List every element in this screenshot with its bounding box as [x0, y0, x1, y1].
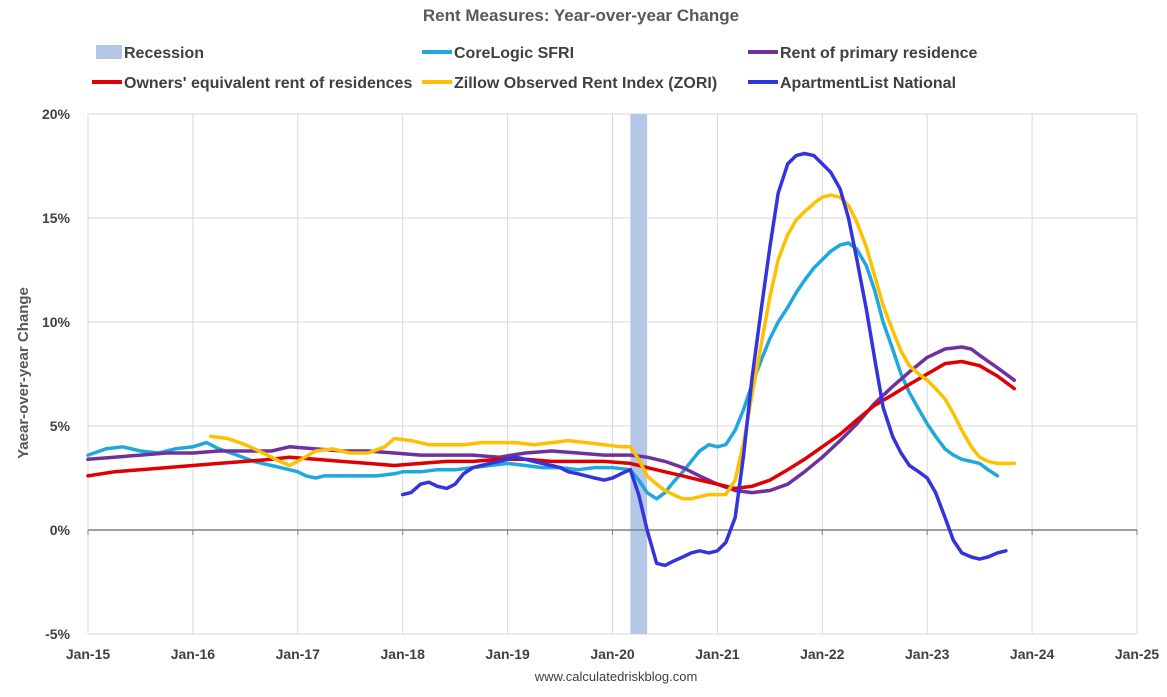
y-tick-label: 15%: [42, 210, 71, 226]
legend-item-corelogic-sfri: CoreLogic SFRI: [422, 45, 574, 62]
axes: [87, 529, 1138, 535]
y-tick-label: 20%: [42, 106, 71, 122]
y-tick-label: 0%: [50, 522, 71, 538]
legend-label: Zillow Observed Rent Index (ZORI): [454, 75, 717, 92]
x-tick-label: Jan-19: [485, 646, 530, 662]
legend-label: Recession: [124, 45, 204, 62]
y-tick-label: 10%: [42, 314, 71, 330]
x-tick-label: Jan-15: [66, 646, 111, 662]
legend-item-owners-equivalent-rent-of-residences: Owners' equivalent rent of residences: [92, 75, 412, 92]
legend-label: ApartmentList National: [780, 75, 956, 92]
legend-item-rent-of-primary-residence: Rent of primary residence: [748, 45, 978, 62]
legend-label: Rent of primary residence: [780, 45, 978, 62]
x-tick-label: Jan-16: [171, 646, 216, 662]
source-footer: www.calculatedriskblog.com: [534, 669, 698, 684]
legend-item-apartmentlist-national: ApartmentList National: [748, 75, 956, 92]
legend-label: CoreLogic SFRI: [454, 45, 574, 62]
y-axis-ticks: 20% 15% 10% 5% 0% -5%: [42, 106, 71, 642]
legend-swatch: [96, 45, 122, 59]
x-tick-label: Jan-17: [276, 646, 321, 662]
y-tick-label: 5%: [50, 418, 71, 434]
x-tick-label: Jan-24: [1010, 646, 1055, 662]
x-axis-ticks: Jan-15 Jan-16 Jan-17 Jan-18 Jan-19 Jan-20 Jan-…: [66, 646, 1160, 662]
x-tick-label: Jan-18: [381, 646, 426, 662]
gridlines: [87, 113, 1138, 635]
y-tick-label: -5%: [45, 626, 70, 642]
recession-bar: [630, 114, 648, 634]
legend-item-zillow-observed-rent-index-zori: Zillow Observed Rent Index (ZORI): [422, 75, 717, 92]
x-tick-label: Jan-20: [590, 646, 635, 662]
recession-band: [630, 114, 648, 634]
y-axis-label: Yaear-over-year Change: [15, 287, 32, 459]
x-tick-label: Jan-22: [800, 646, 845, 662]
series-line-rent-of-primary-residence: [86, 345, 1017, 495]
chart-title: Rent Measures: Year-over-year Change: [423, 6, 739, 25]
x-tick-label: Jan-21: [695, 646, 740, 662]
legend-item-recession: Recession: [96, 45, 204, 62]
series-line-corelogic-sfri: [86, 241, 1000, 501]
series-line-owners-equivalent-rent-of-residences: [86, 359, 1017, 491]
legend-label: Owners' equivalent rent of residences: [124, 75, 412, 92]
series-line-zillow-observed-rent-index-zori: [208, 193, 1017, 501]
legend: Recession CoreLogic SFRI Rent of primary r…: [92, 45, 978, 92]
series-lines: [86, 151, 1017, 568]
x-tick-label: Jan-23: [905, 646, 950, 662]
series-line-apartmentlist-national: [400, 151, 1008, 568]
x-tick-label: Jan-25: [1115, 646, 1160, 662]
